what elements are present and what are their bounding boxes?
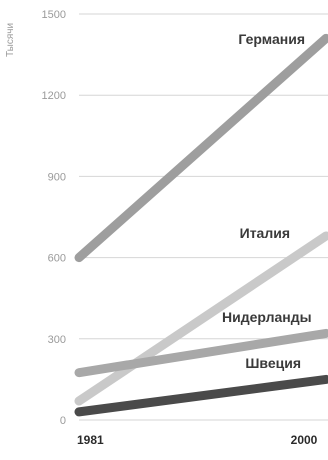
series-label-2: Нидерланды	[222, 309, 312, 325]
series-line-3	[74, 374, 328, 417]
y-tick-label-1200: 1200	[42, 90, 66, 102]
series-label-1: Италия	[240, 225, 290, 241]
y-tick-label-600: 600	[48, 253, 66, 265]
series-label-0: Германия	[238, 31, 305, 47]
y-tick-label-0: 0	[60, 415, 66, 427]
x-tick-label-1981: 1981	[77, 433, 104, 447]
y-axis-label: Тысячи	[5, 23, 16, 57]
y-tick-label-300: 300	[48, 334, 66, 346]
x-tick-label-2000: 2000	[291, 433, 318, 447]
series-labels: Германия Италия Нидерланды Швеция	[222, 31, 312, 371]
series-lines	[74, 33, 328, 417]
series-line-1	[74, 231, 328, 406]
series-label-3: Швеция	[245, 355, 301, 371]
series-line-2	[74, 328, 328, 378]
y-tick-label-1500: 1500	[42, 9, 66, 21]
series-line-0	[74, 33, 328, 263]
grid-lines	[79, 13, 328, 421]
y-tick-label-900: 900	[48, 171, 66, 183]
y-tick-labels: 0 300 600 900 1200 1500	[42, 9, 66, 427]
x-tick-labels: 1981 2000	[77, 433, 318, 447]
